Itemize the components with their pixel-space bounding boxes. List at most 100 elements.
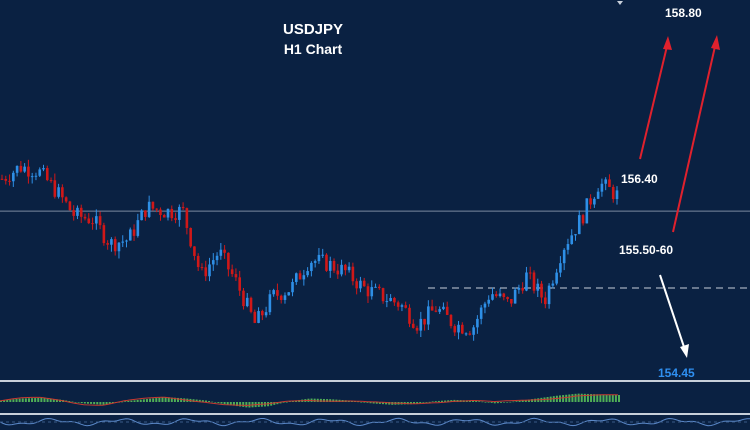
candle-body: [532, 272, 536, 291]
oscillator-bar: [580, 393, 583, 402]
candle-body: [608, 179, 611, 187]
candle-body: [313, 261, 317, 263]
oscillator-bar: [512, 401, 515, 403]
candle-body: [245, 297, 249, 307]
oscillator-bar: [515, 401, 518, 402]
red-arrow-short-head-icon: [663, 36, 672, 50]
oscillator-bar: [322, 398, 325, 402]
oscillator-bar: [490, 402, 493, 403]
candle-body: [321, 254, 325, 256]
candle-body: [596, 191, 600, 199]
candle-body: [117, 242, 121, 252]
candle-body: [61, 187, 64, 198]
candle-body: [589, 198, 592, 205]
oscillator-bar: [509, 401, 512, 403]
oscillator-bar: [602, 394, 605, 402]
oscillator-bar: [288, 401, 291, 402]
candle-body: [472, 327, 475, 335]
candle-body: [551, 283, 555, 286]
candle-body: [215, 255, 219, 261]
top-marker-triangle-icon: [617, 1, 623, 5]
oscillator-bar: [24, 398, 27, 402]
oscillator-bar: [102, 402, 105, 405]
candle-body: [374, 286, 377, 288]
candle-body: [611, 186, 615, 200]
oscillator-bar: [90, 402, 93, 404]
candle-body: [45, 168, 49, 181]
oscillator-bar: [366, 402, 369, 403]
oscillator-bar: [111, 402, 114, 404]
oscillator-bar: [422, 402, 425, 403]
oscillator-bar: [198, 399, 201, 402]
oscillator-bar: [468, 400, 471, 402]
candle-body: [159, 209, 162, 216]
candle-body: [178, 206, 181, 220]
oscillator-bar: [276, 402, 279, 405]
oscillator-bar: [440, 400, 443, 402]
candle-body: [510, 299, 513, 304]
candle-body: [336, 270, 340, 275]
oscillator-bar: [37, 397, 40, 402]
oscillator-bar: [121, 401, 124, 403]
oscillator-bar: [357, 401, 360, 403]
candle-body: [525, 272, 528, 291]
candle-body: [366, 286, 370, 297]
oscillator-bar: [201, 400, 204, 402]
oscillator-bar: [444, 400, 447, 402]
candle-body: [211, 260, 215, 265]
candle-body: [370, 287, 374, 297]
oscillator-bar: [217, 402, 220, 403]
oscillator-bar: [12, 399, 15, 402]
oscillator-bar: [590, 394, 593, 402]
oscillator-bar: [577, 393, 580, 402]
candle-body: [506, 297, 509, 300]
oscillator-bar: [571, 394, 574, 402]
candle-body: [393, 297, 396, 303]
oscillator-bar: [599, 394, 602, 402]
oscillator-bar: [245, 402, 248, 408]
candle-body: [555, 272, 558, 284]
candle-body: [27, 166, 30, 177]
oscillator-bar: [562, 395, 565, 402]
oscillator-bar: [531, 399, 534, 402]
candle-body: [283, 295, 287, 300]
candle-body: [196, 255, 200, 268]
candle-body: [355, 281, 358, 289]
oscillator-bar: [236, 402, 239, 407]
oscillator-bar: [83, 402, 86, 404]
candle-body: [362, 280, 366, 287]
oscillator-bar: [381, 402, 384, 405]
candle-body: [0, 178, 4, 180]
candle-body: [427, 306, 430, 325]
oscillator-bar: [152, 398, 155, 402]
oscillator-bar: [177, 397, 180, 402]
oscillator-bar: [105, 402, 108, 405]
oscillator-bar: [49, 398, 52, 402]
candle-body: [53, 180, 57, 197]
candle-body: [347, 266, 351, 271]
candle-body: [125, 240, 128, 242]
oscillator-bar: [99, 402, 102, 405]
oscillator-bar: [332, 399, 335, 402]
oscillator-bar: [518, 400, 521, 402]
candle-body: [49, 180, 53, 182]
candle-body: [76, 207, 79, 216]
oscillator-bar: [204, 400, 207, 402]
candle-body: [294, 273, 298, 282]
candle-body: [264, 312, 268, 316]
oscillator-bar: [326, 399, 329, 402]
candle-body: [238, 277, 241, 291]
candle-body: [577, 215, 581, 235]
chart-subtitle: H1 Chart: [284, 41, 343, 57]
candle-body: [604, 179, 607, 184]
oscillator-bar: [3, 400, 6, 402]
candle-body: [442, 306, 445, 310]
candle-body: [547, 285, 551, 305]
candle-body: [423, 318, 426, 325]
oscillator-bar: [142, 399, 145, 402]
red-arrow-long-head-icon: [711, 35, 720, 50]
candle-body: [317, 254, 321, 262]
candle-body: [19, 165, 23, 172]
candle-body: [136, 220, 140, 236]
candle-body: [381, 288, 385, 302]
